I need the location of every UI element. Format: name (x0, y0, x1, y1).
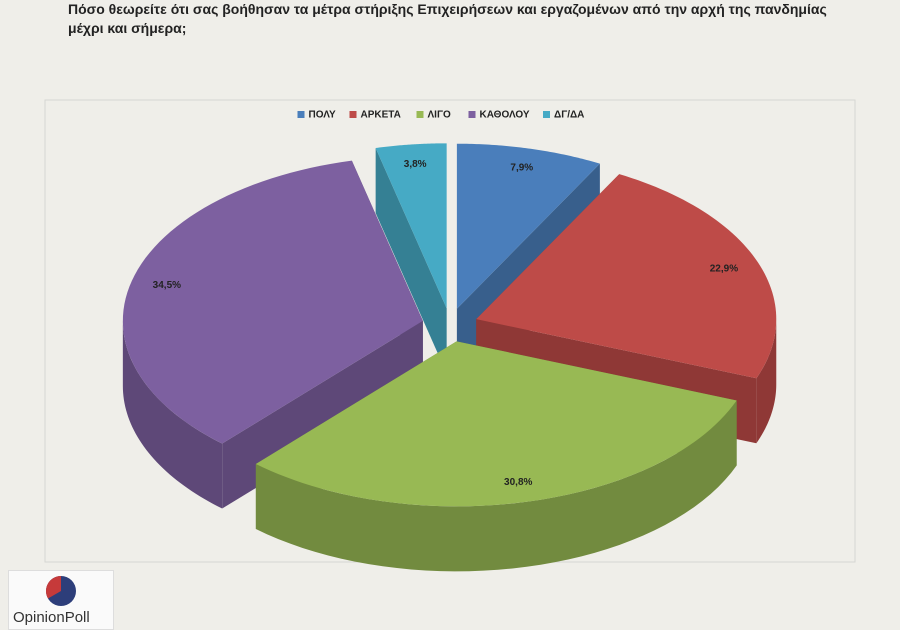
legend-label: ΑΡΚΕΤΑ (361, 110, 401, 121)
legend-swatch (416, 111, 424, 118)
logo-icon (45, 576, 76, 606)
legend-swatch (349, 111, 357, 118)
data-label: 34,5% (153, 280, 181, 291)
logo: OpinionPoll (8, 570, 114, 630)
data-label: 22,9% (710, 264, 738, 275)
legend-label: ΛΙΓΟ (428, 110, 451, 121)
slice-tops (122, 143, 777, 507)
slice (476, 174, 777, 379)
slice (255, 341, 737, 507)
data-label: 30,8% (504, 477, 532, 488)
legend-label: ΚΑΘΟΛΟΥ (480, 110, 530, 121)
chart-title: Πόσο θεωρείτε ότι σας βοήθησαν τα μέτρα … (68, 1, 827, 36)
legend-label: ΔΓ/ΔΑ (554, 110, 584, 121)
legend-swatch (468, 111, 476, 118)
slice-wall (122, 320, 223, 509)
legend-label: ΠΟΛΥ (309, 110, 336, 121)
data-label: 7,9% (510, 163, 533, 174)
legend-swatch (297, 111, 305, 118)
logo-text: OpinionPoll (13, 609, 90, 626)
slice-side (375, 148, 447, 374)
slice (375, 143, 447, 309)
slice-wall (756, 319, 777, 444)
legend-swatch (543, 111, 550, 118)
slice-wall (255, 400, 737, 572)
slice (456, 143, 600, 309)
data-label: 3,8% (404, 159, 427, 170)
slice (122, 160, 423, 444)
